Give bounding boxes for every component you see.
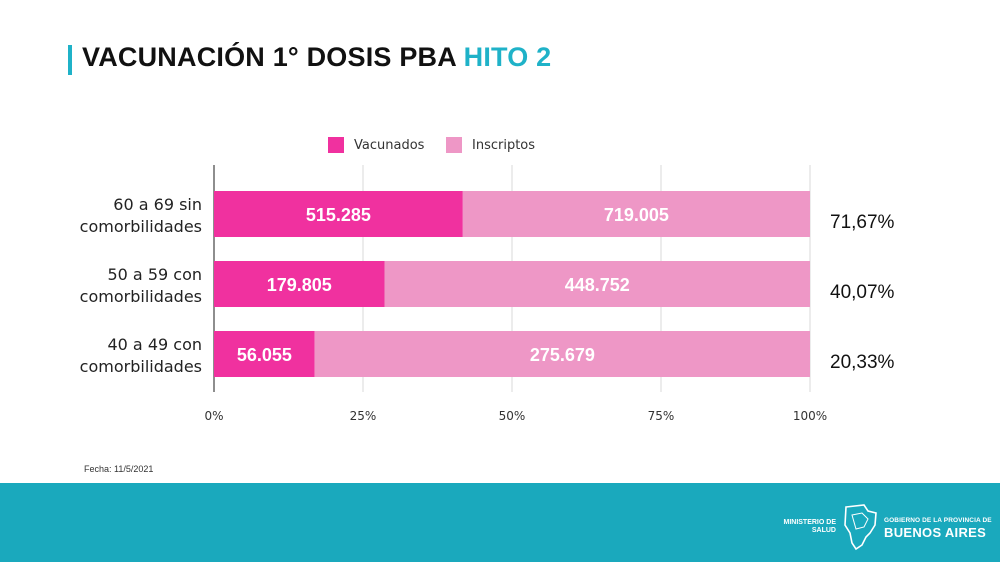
bar-inscriptos [384,261,810,307]
percent-label: 20,33% [830,352,895,373]
ministry-logo-text: MINISTERIO DE SALUD [776,519,836,535]
legend-label: Vacunados [354,138,425,153]
category-label: 40 a 49 con [107,335,202,354]
title-accent-bar [68,45,72,75]
date-label: Fecha: 11/5/2021 [84,464,154,474]
stacked-bar-chart: 0% 25% 50% 75% 100% Vacunados Inscriptos 515.28… [80,137,895,423]
ministry-line-2: SALUD [811,527,836,534]
gov-line: GOBIERNO DE LA PROVINCIA DE [884,517,992,524]
x-tick-label: 75% [648,409,675,423]
category-label: 50 a 59 con [107,265,202,284]
ministry-line-1: MINISTERIO DE [783,519,836,526]
bar-vacunados [214,191,463,237]
title-main: VACUNACIÓN 1° DOSIS PBA [82,42,456,72]
bar-value-label: 56.055 [237,345,292,365]
province-name: BUENOS AIRES [884,525,987,540]
category-label: comorbilidades [80,357,202,376]
province-map-icon [844,504,877,551]
bar-inscriptos [314,331,810,377]
bar-vacunados [214,331,315,377]
bar-vacunados [214,261,385,307]
category-label: comorbilidades [80,287,202,306]
category-label: 60 a 69 sin [113,195,202,214]
x-tick-label: 50% [499,409,526,423]
category-label: comorbilidades [80,217,202,236]
bar-value-label: 515.285 [306,205,371,225]
x-tick-label: 0% [204,409,223,423]
footer-band [0,483,1000,562]
bar-value-label: 275.679 [530,345,595,365]
legend-swatch [446,137,462,153]
legend-swatch [328,137,344,153]
bar-inscriptos [462,191,810,237]
legend-label: Inscriptos [472,138,535,153]
title-accent: HITO 2 [463,42,552,72]
x-tick-label: 100% [793,409,827,423]
bar-value-label: 448.752 [565,275,630,295]
page-title: VACUNACIÓN 1° DOSIS PBA HITO 2 [82,42,551,73]
percent-label: 40,07% [830,282,895,303]
bar-value-label: 179.805 [267,275,332,295]
percent-label: 71,67% [830,212,895,233]
bar-value-label: 719.005 [604,205,669,225]
x-tick-label: 25% [350,409,377,423]
government-logo-text: GOBIERNO DE LA PROVINCIA DE BUENOS AIRES [884,517,992,540]
